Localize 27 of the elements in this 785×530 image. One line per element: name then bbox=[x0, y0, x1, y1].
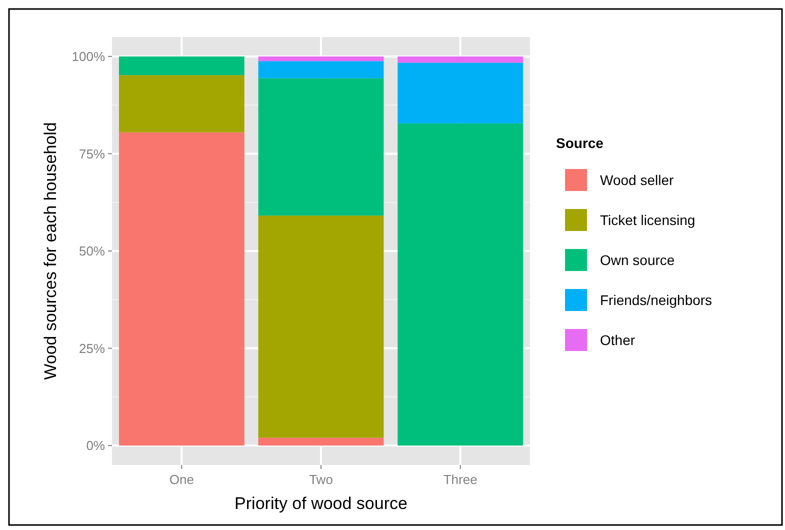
y-axis-title: Wood sources for each household bbox=[41, 122, 60, 380]
bar bbox=[398, 123, 524, 446]
x-tick-label: Two bbox=[309, 472, 333, 487]
x-tick-label: Three bbox=[443, 472, 478, 487]
legend-label: Wood seller bbox=[600, 172, 674, 188]
y-tick-label: 25% bbox=[78, 340, 106, 356]
bar bbox=[258, 216, 384, 438]
legend-label: Other bbox=[600, 332, 636, 348]
bar bbox=[398, 56, 524, 63]
legend-label: Ticket licensing bbox=[600, 212, 696, 228]
y-tick-label: 50% bbox=[78, 244, 106, 259]
y-tick-label: 75% bbox=[78, 146, 106, 162]
legend-label: Own source bbox=[600, 252, 675, 268]
x-tick-label: One bbox=[169, 472, 194, 487]
bar bbox=[118, 75, 244, 132]
bar bbox=[398, 62, 524, 124]
y-tick-label: 0% bbox=[86, 438, 106, 454]
y-tick-label: 100% bbox=[72, 49, 106, 64]
bar bbox=[258, 438, 384, 446]
bar bbox=[118, 56, 244, 76]
legend-label: Friends/neighbors bbox=[600, 292, 712, 308]
legend-title: Source bbox=[556, 135, 604, 151]
x-axis-title: Priority of wood source bbox=[234, 494, 408, 513]
bar bbox=[118, 132, 244, 446]
bar bbox=[258, 78, 384, 216]
bar bbox=[258, 56, 384, 62]
bar bbox=[258, 61, 384, 78]
